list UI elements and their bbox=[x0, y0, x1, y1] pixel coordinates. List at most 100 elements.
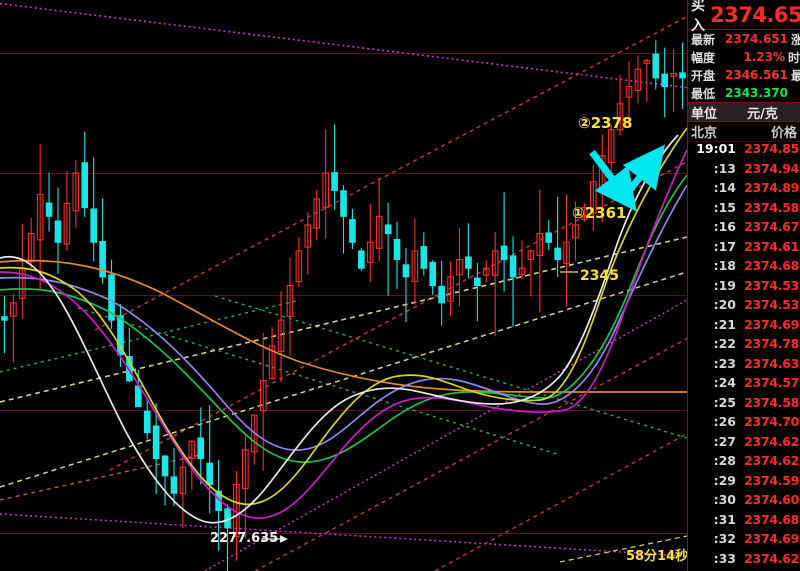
tick-row[interactable]: :26 2374.70 bbox=[688, 412, 800, 432]
tick-row[interactable]: :17 2374.61 bbox=[688, 237, 800, 257]
tick-table-body[interactable]: 19:01 2374.85:13 2374.94:14 2374.89:15 2374.… bbox=[688, 139, 800, 571]
quote-row-extra: 最 bbox=[791, 67, 800, 84]
tick-row[interactable]: :31 2374.68 bbox=[688, 510, 800, 530]
tick-row[interactable]: :21 2374.69 bbox=[688, 315, 800, 335]
candle-body bbox=[393, 238, 401, 261]
tick-row[interactable]: :14 2374.89 bbox=[688, 178, 800, 198]
quote-row-value: 2374.651 bbox=[725, 32, 789, 46]
candle-body bbox=[36, 194, 44, 241]
tick-time: :24 bbox=[713, 375, 736, 391]
tick-price: 2374.69 bbox=[744, 531, 799, 547]
candle-body bbox=[634, 68, 642, 91]
candlestick-chart[interactable]: ②2378 ①2361 2345 2277.635 58分14秒 bbox=[0, 0, 687, 571]
tick-row[interactable]: :32 2374.69 bbox=[688, 529, 800, 549]
tick-time: :18 bbox=[713, 258, 736, 274]
tick-row[interactable]: :27 2374.62 bbox=[688, 432, 800, 452]
candle-body bbox=[72, 172, 80, 212]
candle-body bbox=[536, 233, 544, 257]
tick-row[interactable]: :13 2374.94 bbox=[688, 159, 800, 179]
trendline-yellow-upper bbox=[0, 236, 687, 403]
annotation-target-high: ②2378 bbox=[578, 114, 633, 132]
candle-body bbox=[572, 224, 579, 239]
tick-row[interactable]: :33 2374.62 bbox=[688, 549, 800, 569]
ma-green bbox=[0, 174, 687, 463]
tick-row[interactable]: :23 2374.63 bbox=[688, 354, 800, 374]
candle-body bbox=[170, 476, 178, 494]
candle-body bbox=[188, 440, 196, 459]
tick-price: 2374.67 bbox=[744, 219, 799, 235]
candle-body bbox=[679, 72, 686, 79]
tick-row[interactable]: :25 2374.58 bbox=[688, 393, 800, 413]
tick-price: 2374.68 bbox=[744, 258, 799, 274]
tick-price: 2374.58 bbox=[744, 394, 799, 410]
trendline-red-mid bbox=[109, 160, 687, 471]
tick-time: :16 bbox=[713, 219, 736, 235]
tick-price: 2374.53 bbox=[744, 297, 799, 313]
candle-body bbox=[242, 449, 249, 490]
arrow-down-cyan bbox=[589, 149, 637, 212]
candle-body bbox=[117, 315, 124, 356]
quote-row-extra: 时 bbox=[788, 50, 800, 65]
candle-body bbox=[10, 302, 17, 317]
candle-body bbox=[143, 410, 151, 434]
candle-body bbox=[126, 355, 133, 382]
candle-body bbox=[286, 284, 294, 317]
candle-body bbox=[259, 380, 267, 412]
candle-body bbox=[643, 60, 651, 64]
tick-time: :19 bbox=[713, 277, 736, 293]
tick-time: :23 bbox=[713, 355, 736, 371]
tick-row[interactable]: :18 2374.68 bbox=[688, 256, 800, 276]
moving-average-lines bbox=[0, 127, 687, 524]
tick-time: :26 bbox=[713, 414, 736, 430]
tick-row[interactable]: 19:01 2374.85 bbox=[688, 139, 800, 159]
tick-time: 19:01 bbox=[696, 141, 736, 157]
candle-body bbox=[652, 53, 660, 79]
candle-body bbox=[545, 232, 553, 243]
quote-row-value: 1.23% bbox=[743, 50, 785, 64]
quote-row-value: 2346.561 bbox=[725, 68, 789, 82]
projection-arrows bbox=[589, 144, 665, 212]
ma-magenta bbox=[0, 149, 687, 519]
tick-row[interactable]: :20 2374.53 bbox=[688, 295, 800, 315]
candle-body bbox=[108, 274, 115, 321]
candle-body bbox=[277, 319, 285, 352]
tick-price: 2374.68 bbox=[744, 511, 799, 527]
tick-row[interactable]: :24 2374.57 bbox=[688, 373, 800, 393]
trendline-red-lower bbox=[254, 337, 687, 571]
buy-price-header: 买入 2374.651 bbox=[688, 0, 800, 34]
candle-body bbox=[429, 261, 437, 287]
tick-row[interactable]: :29 2374.59 bbox=[688, 471, 800, 491]
tick-row[interactable]: :19 2374.53 bbox=[688, 276, 800, 296]
candle-body bbox=[375, 215, 383, 249]
ma-yellow bbox=[0, 127, 687, 506]
annotation-support: 2345 bbox=[580, 268, 619, 284]
ma-periwinkle bbox=[0, 184, 687, 451]
quote-stats-list: 最新 2374.651涨幅度 1.23%时开盘 2346.561最最低 2343.370 bbox=[688, 30, 800, 102]
tick-row[interactable]: :28 2374.62 bbox=[688, 451, 800, 471]
tick-time: :29 bbox=[713, 472, 736, 488]
buy-label: 买入 bbox=[691, 0, 705, 34]
tick-row[interactable]: :22 2374.78 bbox=[688, 334, 800, 354]
candle-body bbox=[250, 414, 258, 453]
tick-price: 2374.63 bbox=[744, 355, 799, 371]
tick-price: 2374.94 bbox=[744, 160, 799, 176]
trendline-countdown-guide bbox=[559, 535, 687, 563]
tick-price: 2374.78 bbox=[744, 336, 799, 352]
tick-row[interactable]: :16 2374.67 bbox=[688, 217, 800, 237]
candle-body bbox=[554, 247, 561, 261]
tick-time-header: 北京 bbox=[691, 126, 718, 141]
tick-row[interactable]: :30 2374.60 bbox=[688, 490, 800, 510]
candle-body bbox=[358, 250, 365, 269]
candle-body bbox=[563, 241, 570, 264]
tick-price: 2374.61 bbox=[744, 238, 799, 254]
quote-row-label: 最新 bbox=[691, 32, 716, 47]
candle-body bbox=[99, 240, 106, 278]
tick-row[interactable]: :15 2374.58 bbox=[688, 198, 800, 218]
tick-time: :28 bbox=[713, 453, 736, 469]
quote-row-value: 2343.370 bbox=[725, 86, 789, 100]
candle-body bbox=[152, 425, 160, 460]
candle-body bbox=[402, 264, 410, 278]
tick-price: 2374.62 bbox=[744, 433, 799, 449]
tick-price: 2374.89 bbox=[744, 180, 799, 196]
